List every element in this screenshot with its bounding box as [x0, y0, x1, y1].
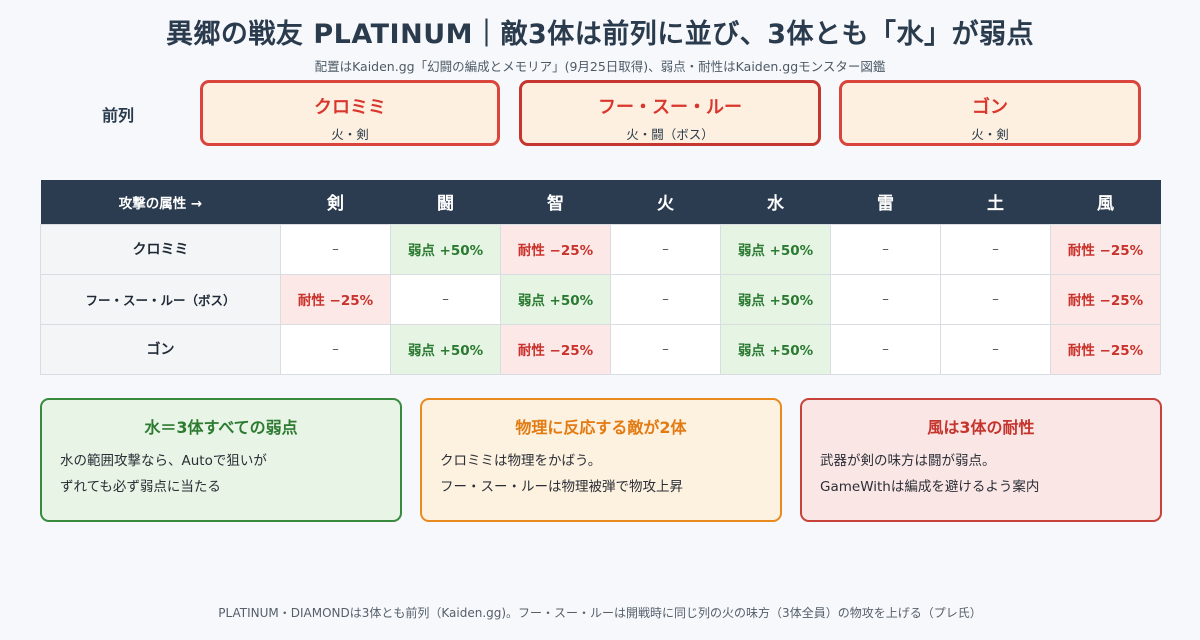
row-header: フー・スー・ルー（ボス） — [40, 273, 281, 325]
matrix-cell: 弱点 +50% — [390, 223, 501, 275]
matrix-cell: 耐性 −25% — [500, 323, 611, 375]
weakness-matrix: 攻撃の属性 → 剣 闘 智 火 水 雷 土 風 クロミミ – 弱点 +50% 耐… — [40, 180, 1161, 375]
enemy-name: フー・スー・ルー — [598, 97, 742, 118]
row-header: クロミミ — [40, 223, 281, 275]
matrix-header-row: 攻撃の属性 → 剣 闘 智 火 水 雷 土 風 — [40, 180, 1161, 224]
matrix-cell: 弱点 +50% — [500, 273, 611, 325]
enemy-name: クロミミ — [314, 97, 386, 118]
matrix-cell: 耐性 −25% — [1050, 223, 1161, 275]
page-title: 異郷の戦友 PLATINUM｜敵3体は前列に並び、3体とも「水」が弱点 — [165, 19, 1035, 50]
enemy-card-fu-su-ru: フー・スー・ルー 火・闘（ボス） — [519, 80, 821, 146]
enemy-attributes: 火・剣 — [971, 127, 1009, 142]
matrix-cell: – — [830, 323, 941, 375]
matrix-cell: 耐性 −25% — [1050, 323, 1161, 375]
card-line: 水の範囲攻撃なら、Autoで狙いが — [60, 453, 267, 469]
matrix-cell: 弱点 +50% — [720, 323, 831, 375]
matrix-cell: – — [390, 273, 501, 325]
matrix-cell: – — [280, 223, 391, 275]
info-card-water-weakness: 水＝3体すべての弱点 水の範囲攻撃なら、Autoで狙いが ずれても必ず弱点に当た… — [40, 398, 402, 522]
front-row-label: 前列 — [102, 106, 135, 125]
card-line: 武器が剣の味方は闘が弱点。 — [820, 453, 996, 469]
column-header-fire: 火 — [610, 180, 721, 224]
enemy-attributes: 火・剣 — [331, 127, 369, 142]
table-row: フー・スー・ルー（ボス） 耐性 −25% – 弱点 +50% – 弱点 +50%… — [40, 273, 1161, 325]
matrix-cell: 耐性 −25% — [1050, 273, 1161, 325]
column-header-earth: 土 — [940, 180, 1051, 224]
page-subtitle: 配置はKaiden.gg「幻闘の編成とメモリア」(9月25日取得)、弱点・耐性は… — [314, 59, 886, 74]
card-body: 水の範囲攻撃なら、Autoで狙いが ずれても必ず弱点に当たる — [60, 448, 382, 500]
matrix-cell: – — [610, 223, 721, 275]
card-line: GameWithは編成を避けるよう案内 — [820, 479, 1040, 495]
column-header-wisdom: 智 — [500, 180, 611, 224]
footer-note: PLATINUM・DIAMONDは3体とも前列（Kaiden.gg)。フー・スー… — [218, 606, 982, 620]
matrix-cell: – — [830, 273, 941, 325]
card-title: 物理に反応する敵が2体 — [515, 418, 687, 437]
info-card-wind-resistance: 風は3体の耐性 武器が剣の味方は闘が弱点。 GameWithは編成を避けるよう案… — [800, 398, 1162, 522]
matrix-cell: 弱点 +50% — [720, 223, 831, 275]
matrix-cell: – — [830, 223, 941, 275]
matrix-cell: – — [940, 273, 1051, 325]
column-header-water: 水 — [720, 180, 831, 224]
row-header: ゴン — [40, 323, 281, 375]
card-body: クロミミは物理をかばう。 フー・スー・ルーは物理被弾で物攻上昇 — [440, 448, 762, 500]
matrix-cell: 弱点 +50% — [720, 273, 831, 325]
card-title: 風は3体の耐性 — [927, 418, 1035, 437]
enemy-card-gon: ゴン 火・剣 — [839, 80, 1141, 146]
column-header-fight: 闘 — [390, 180, 501, 224]
matrix-corner-label: 攻撃の属性 → — [40, 180, 281, 224]
card-title: 水＝3体すべての弱点 — [144, 418, 298, 437]
matrix-cell: – — [940, 223, 1051, 275]
card-line: フー・スー・ルーは物理被弾で物攻上昇 — [440, 479, 683, 495]
card-body: 武器が剣の味方は闘が弱点。 GameWithは編成を避けるよう案内 — [820, 448, 1142, 500]
enemy-attributes: 火・闘（ボス） — [626, 127, 714, 142]
matrix-cell: 耐性 −25% — [500, 223, 611, 275]
table-row: ゴン – 弱点 +50% 耐性 −25% – 弱点 +50% – – 耐性 −2… — [40, 323, 1161, 375]
card-line: クロミミは物理をかばう。 — [440, 453, 602, 469]
card-line: ずれても必ず弱点に当たる — [60, 479, 221, 495]
column-header-thunder: 雷 — [830, 180, 941, 224]
matrix-cell: – — [610, 323, 721, 375]
enemy-name: ゴン — [972, 97, 1008, 118]
enemy-card-kuromimi: クロミミ 火・剣 — [200, 80, 500, 146]
table-row: クロミミ – 弱点 +50% 耐性 −25% – 弱点 +50% – – 耐性 … — [40, 223, 1161, 275]
matrix-cell: – — [280, 323, 391, 375]
column-header-wind: 風 — [1050, 180, 1161, 224]
matrix-cell: – — [610, 273, 721, 325]
info-card-physical-reaction: 物理に反応する敵が2体 クロミミは物理をかばう。 フー・スー・ルーは物理被弾で物… — [420, 398, 782, 522]
matrix-cell: 弱点 +50% — [390, 323, 501, 375]
column-header-sword: 剣 — [280, 180, 391, 224]
matrix-cell: 耐性 −25% — [280, 273, 391, 325]
matrix-cell: – — [940, 323, 1051, 375]
